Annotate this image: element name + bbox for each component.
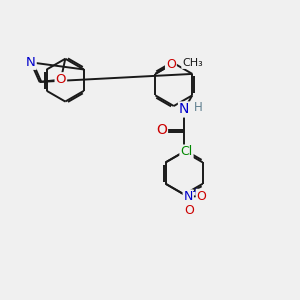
Text: CH₃: CH₃ (182, 58, 202, 68)
Text: O: O (156, 123, 167, 137)
Text: H: H (194, 101, 202, 115)
Text: O: O (184, 204, 194, 217)
Text: N: N (179, 103, 189, 116)
Text: N: N (184, 190, 193, 203)
Text: O: O (197, 190, 207, 203)
Text: Cl: Cl (180, 146, 193, 158)
Text: O: O (56, 73, 66, 86)
Text: O: O (166, 58, 176, 71)
Text: N: N (26, 56, 36, 69)
Text: +: + (191, 187, 199, 196)
